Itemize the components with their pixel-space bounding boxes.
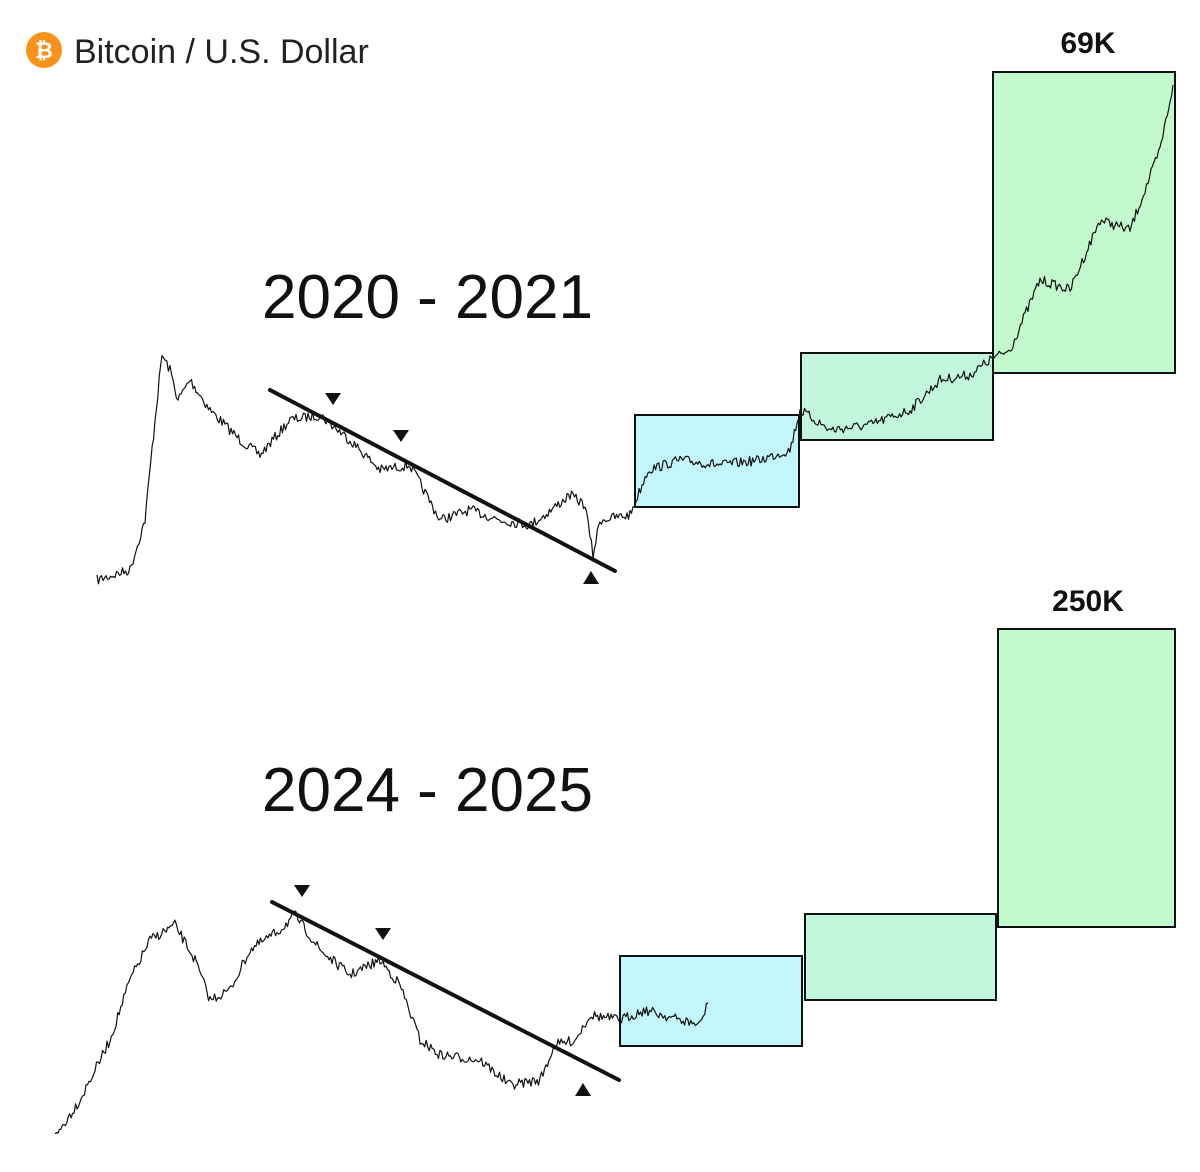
phase-box <box>804 913 997 1001</box>
chart-title: Bitcoin / U.S. Dollar <box>74 33 369 71</box>
period-label: 2024 - 2025 <box>262 756 593 825</box>
trend-line <box>268 388 617 573</box>
phase-box <box>619 955 803 1047</box>
phase-box <box>800 352 994 441</box>
marker-down <box>325 393 341 405</box>
marker-up <box>575 1083 591 1096</box>
phase-box <box>634 414 800 508</box>
marker-down <box>393 430 409 442</box>
target-label: 250K <box>1052 585 1124 618</box>
marker-up <box>583 571 599 584</box>
period-label: 2020 - 2021 <box>262 263 593 332</box>
bitcoin-icon <box>26 32 62 68</box>
target-label: 69K <box>1060 27 1115 60</box>
price-line <box>54 910 709 1135</box>
marker-down <box>294 885 310 897</box>
panel-2024: 2024 - 2025 250K <box>54 585 1176 1135</box>
marker-down <box>375 928 391 940</box>
trend-line <box>270 900 621 1082</box>
panel-2020: 2020 - 2021 69K <box>96 27 1176 585</box>
phase-box <box>997 628 1176 928</box>
phase-box <box>992 71 1176 374</box>
header: ₿ Bitcoin / U.S. Dollar <box>26 32 369 71</box>
price-line <box>96 84 1174 585</box>
bitcoin-symbol: ₿ <box>35 38 53 63</box>
